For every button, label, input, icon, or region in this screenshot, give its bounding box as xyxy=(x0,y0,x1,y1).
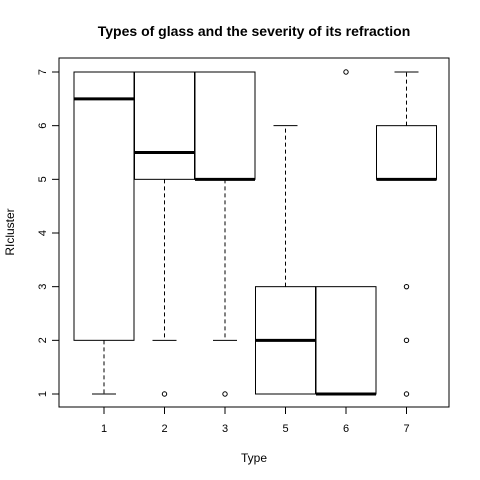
y-tick-label: 4 xyxy=(37,230,49,236)
y-tick-label: 5 xyxy=(37,176,49,182)
outlier-point xyxy=(161,391,168,397)
x-tick-label: 6 xyxy=(343,423,349,435)
y-axis-label: RIcluster xyxy=(3,208,17,255)
x-tick-label: 3 xyxy=(222,423,228,435)
y-tick-label: 1 xyxy=(37,391,49,397)
box xyxy=(194,71,256,180)
box xyxy=(376,125,437,180)
x-tick-label: 2 xyxy=(161,423,167,435)
box xyxy=(73,71,135,341)
y-tick-label: 7 xyxy=(37,69,49,75)
y-tick-label: 6 xyxy=(37,123,49,129)
x-axis-label: Type xyxy=(241,451,267,465)
chart-marks: 1 2 3 4 5 6 7 1 2 3 5 6 7 xyxy=(37,69,437,435)
outlier-point xyxy=(403,391,410,397)
chart-title: Types of glass and the severity of its r… xyxy=(98,23,411,39)
y-tick-label: 3 xyxy=(37,284,49,290)
box xyxy=(315,286,377,395)
x-tick-label: 5 xyxy=(282,423,288,435)
outlier-point xyxy=(343,69,349,75)
x-tick-label: 7 xyxy=(403,423,409,435)
outlier-point xyxy=(222,391,228,397)
box xyxy=(134,71,195,180)
outlier-point xyxy=(403,337,410,344)
y-tick-label: 2 xyxy=(37,337,49,343)
x-tick-label: 1 xyxy=(101,423,107,435)
outlier-point xyxy=(403,283,410,290)
